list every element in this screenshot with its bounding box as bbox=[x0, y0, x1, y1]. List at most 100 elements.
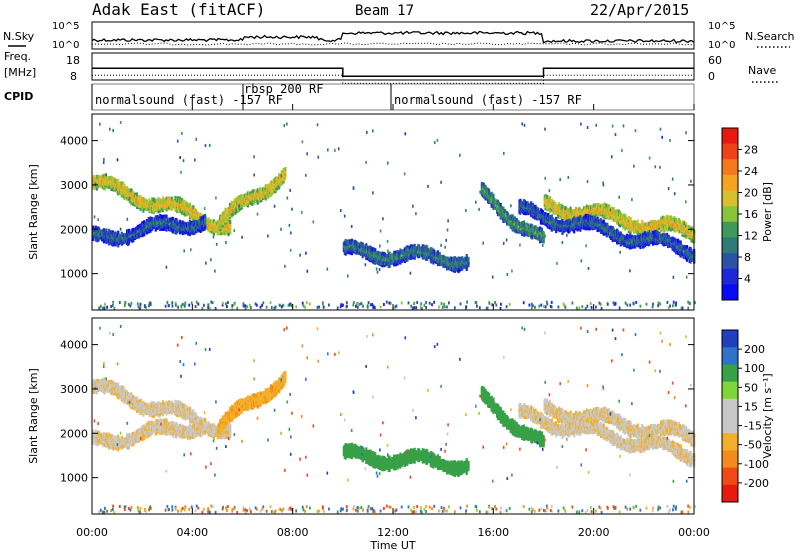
power-cell-1978 bbox=[204, 216, 207, 221]
power-cell-3143 bbox=[542, 231, 545, 236]
power-cell-631 bbox=[192, 205, 195, 210]
power-cell-1282 bbox=[284, 173, 287, 178]
power-cell-281 bbox=[135, 192, 139, 197]
power-cell-3680 bbox=[629, 216, 632, 221]
nsky-left-tick-bottom: 10^0 bbox=[52, 40, 79, 51]
power-cell-1979 bbox=[204, 214, 207, 218]
power-cell-2551 bbox=[433, 249, 436, 254]
power-cell-552 bbox=[180, 210, 183, 215]
power-cell-1075 bbox=[251, 189, 254, 194]
power-cell-2484 bbox=[422, 244, 425, 249]
power-cell-1292 bbox=[92, 225, 95, 230]
power-cell-2533 bbox=[430, 247, 433, 252]
power-cell-2872 bbox=[497, 201, 500, 206]
power-cell-2507 bbox=[426, 245, 429, 250]
power-cell-11 bbox=[92, 175, 96, 179]
power-cell-1887 bbox=[190, 230, 193, 235]
nave-right-tick-top: 60 bbox=[708, 54, 722, 67]
power-cell-532 bbox=[177, 196, 180, 201]
site-title: Adak East (fitACF) bbox=[92, 0, 265, 19]
power-cell-824 bbox=[225, 231, 228, 235]
power-cell-3073 bbox=[531, 224, 534, 229]
power-cell-3161 bbox=[546, 207, 549, 212]
power-cell-3133 bbox=[540, 227, 543, 232]
nsky-panel-frame bbox=[91, 21, 695, 50]
nsky-traces bbox=[91, 30, 695, 46]
power-cell-595 bbox=[186, 202, 189, 206]
nave-dotted-line bbox=[92, 74, 694, 84]
power-cell-20 bbox=[95, 186, 98, 191]
power-cell-2121 bbox=[365, 243, 368, 248]
power-cell-3719 bbox=[636, 219, 639, 224]
power-cell-1744 bbox=[165, 214, 168, 219]
cpid-segment-1: normalsound (fast) -157 RF bbox=[95, 93, 283, 107]
power-cell-1446 bbox=[117, 230, 120, 235]
power-cell-2037 bbox=[350, 238, 354, 243]
power-cell-260 bbox=[132, 191, 135, 196]
power-cell-2972 bbox=[513, 216, 517, 221]
power-cell-297 bbox=[139, 207, 142, 212]
nsearch-label: N.Search bbox=[745, 30, 795, 43]
power-cell-2388 bbox=[406, 245, 409, 250]
power-cell-2756 bbox=[467, 256, 470, 261]
power-cell-69 bbox=[103, 186, 106, 191]
power-cell-377 bbox=[152, 210, 156, 215]
power-cell-1732 bbox=[163, 214, 166, 219]
power-cell-3149 bbox=[544, 206, 547, 211]
power-cell-1269 bbox=[282, 179, 285, 184]
cpid-segment-2: rbsp 200 RF bbox=[244, 82, 323, 96]
power-cell-2890 bbox=[500, 205, 503, 210]
power-cell-439 bbox=[161, 196, 165, 201]
nsky-label: N.Sky bbox=[3, 30, 35, 43]
power-cell-1230 bbox=[276, 186, 279, 191]
power-cell-2336 bbox=[399, 260, 402, 265]
power-cell-2459 bbox=[418, 244, 421, 249]
power-cell-2829 bbox=[490, 191, 493, 196]
power-cell-1440 bbox=[117, 243, 120, 248]
power-cell-1285 bbox=[284, 167, 287, 171]
power-cell-1308 bbox=[94, 225, 97, 230]
power-cell-610 bbox=[188, 202, 191, 207]
power-cell-2840 bbox=[492, 193, 495, 198]
power-cell-3141 bbox=[542, 234, 545, 239]
power-cell-3139 bbox=[542, 239, 545, 244]
power-cell-1582 bbox=[141, 233, 144, 238]
power-cell-716 bbox=[207, 217, 210, 222]
power-cell-313 bbox=[142, 208, 145, 213]
power-cell-3184 bbox=[548, 196, 552, 201]
power-cell-2582 bbox=[438, 252, 441, 256]
freq-label: Freq. bbox=[4, 50, 31, 63]
beam-title: Beam 17 bbox=[355, 3, 414, 19]
power-cell-202 bbox=[123, 183, 126, 188]
power-cell-2884 bbox=[499, 203, 502, 207]
power-cell-1776 bbox=[171, 229, 174, 234]
power-cell-2813 bbox=[488, 188, 491, 193]
power-cell-558 bbox=[180, 197, 183, 202]
power-cell-886 bbox=[221, 211, 225, 216]
freq-line bbox=[92, 67, 694, 78]
cpid-label: CPID bbox=[4, 90, 33, 103]
power-cell-1528 bbox=[132, 238, 135, 243]
power-cell-2412 bbox=[410, 244, 413, 249]
power-cell-3024 bbox=[522, 220, 526, 225]
power-cell-247 bbox=[130, 188, 133, 193]
power-cell-2233 bbox=[381, 251, 384, 256]
power-cell-1169 bbox=[266, 183, 269, 188]
power-cell-217 bbox=[126, 186, 129, 190]
power-cell-2901 bbox=[502, 206, 505, 211]
power-cell-1699 bbox=[159, 214, 162, 218]
power-cell-1388 bbox=[108, 228, 111, 233]
power-cell-743 bbox=[212, 231, 216, 236]
power-cell-492 bbox=[170, 196, 173, 201]
nsky-right-tick-top: 10^5 bbox=[708, 21, 735, 32]
power-cell-2363 bbox=[403, 259, 406, 263]
power-cell-383 bbox=[152, 197, 156, 202]
power-cell-2342 bbox=[399, 248, 402, 253]
power-cell-280 bbox=[135, 194, 139, 199]
power-cell-2314 bbox=[394, 250, 397, 255]
power-cell-2812 bbox=[488, 191, 491, 195]
power-cell-1372 bbox=[105, 228, 108, 233]
power-cell-1996 bbox=[344, 239, 347, 243]
power-cell-1975 bbox=[204, 222, 207, 227]
